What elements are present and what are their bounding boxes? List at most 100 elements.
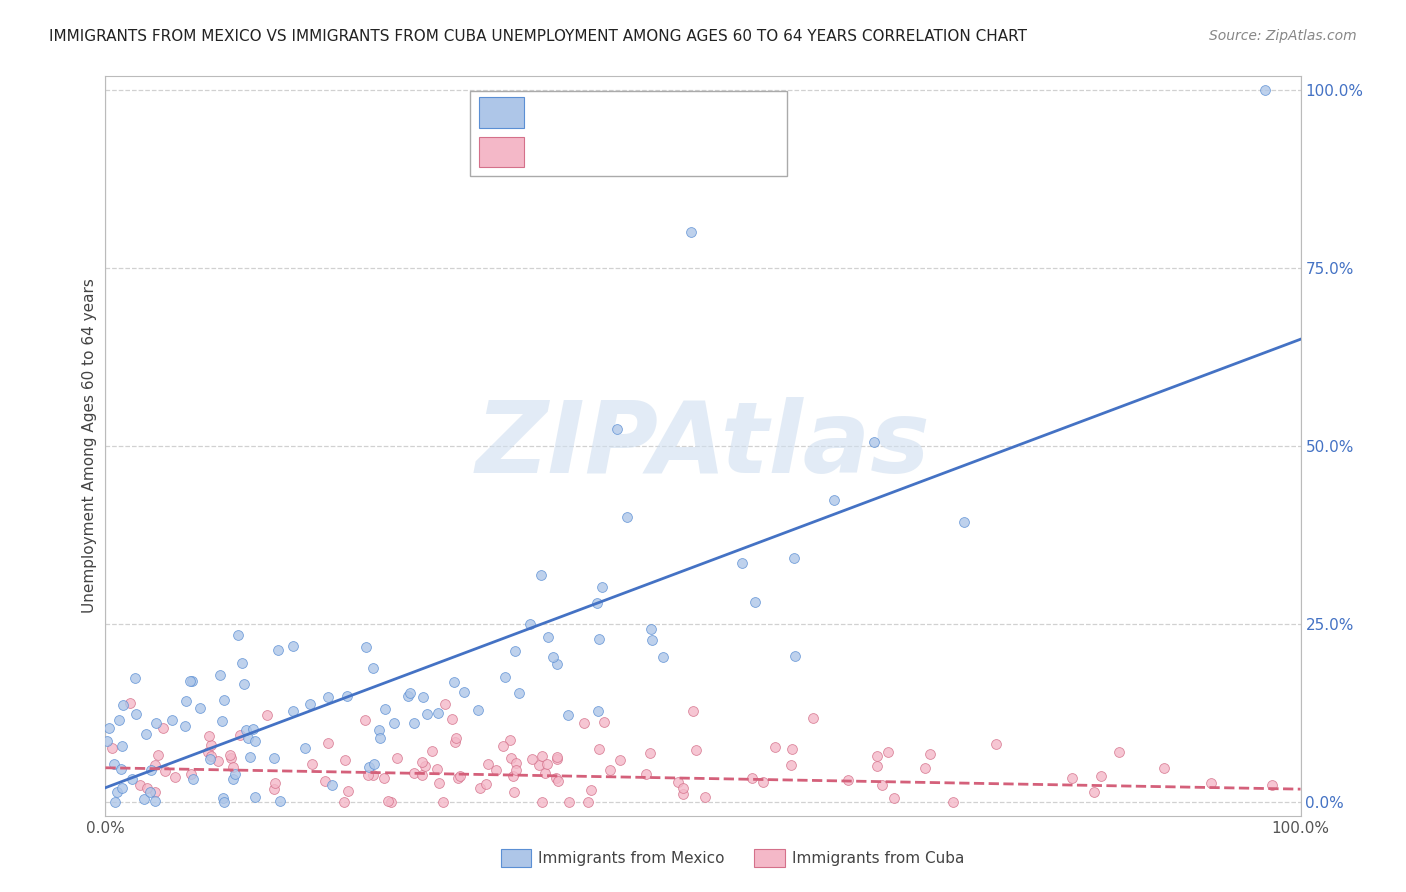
Point — [586, 704, 609, 718]
Point — [231, 657, 253, 671]
Point — [640, 623, 662, 637]
Point — [402, 716, 425, 731]
Point — [239, 749, 262, 764]
Point — [502, 784, 524, 798]
Point — [152, 721, 174, 735]
Point — [354, 713, 377, 727]
Point — [427, 706, 450, 720]
Point — [242, 722, 264, 736]
Point — [446, 731, 468, 745]
Text: Source: ZipAtlas.com: Source: ZipAtlas.com — [1209, 29, 1357, 43]
Point — [243, 734, 266, 748]
Point — [741, 771, 763, 785]
Point — [413, 759, 436, 773]
Point — [174, 719, 197, 733]
Point — [180, 767, 202, 781]
Point — [103, 756, 125, 771]
Point — [477, 757, 499, 772]
Point — [155, 764, 177, 778]
Point — [942, 795, 965, 809]
Point — [416, 706, 439, 721]
Point — [411, 756, 433, 770]
Point — [301, 756, 323, 771]
Point — [333, 795, 356, 809]
Point — [499, 751, 522, 765]
Text: Immigrants from Cuba: Immigrants from Cuba — [792, 851, 965, 865]
Point — [145, 716, 167, 731]
Point — [368, 731, 391, 746]
Point — [188, 701, 211, 715]
Point — [432, 795, 454, 809]
Point — [531, 795, 554, 809]
Point — [672, 788, 695, 802]
Point — [1199, 776, 1222, 790]
Point — [229, 728, 252, 742]
Point — [953, 515, 976, 529]
Point — [111, 739, 134, 753]
Point — [283, 639, 305, 653]
Point — [101, 741, 124, 756]
Point — [107, 713, 129, 727]
Point — [870, 778, 893, 792]
Point — [200, 749, 222, 764]
Point — [450, 769, 472, 783]
Point — [681, 226, 703, 240]
Point — [823, 493, 845, 508]
Point — [209, 668, 232, 682]
Point — [96, 734, 118, 748]
Point — [505, 764, 527, 778]
Y-axis label: Unemployment Among Ages 60 to 64 years: Unemployment Among Ages 60 to 64 years — [82, 278, 97, 614]
Point — [359, 760, 381, 774]
Point — [382, 716, 405, 731]
Point — [783, 551, 806, 566]
Point — [546, 750, 568, 764]
Point — [396, 689, 419, 703]
Point — [520, 752, 543, 766]
Point — [986, 737, 1008, 751]
Point — [314, 774, 336, 789]
Point — [1060, 771, 1083, 785]
Point — [485, 763, 508, 777]
Point — [198, 729, 221, 743]
Point — [139, 785, 162, 799]
Point — [541, 650, 564, 665]
Point — [780, 758, 803, 772]
Point — [1254, 83, 1277, 97]
Point — [174, 694, 197, 708]
Point — [354, 640, 377, 654]
Point — [368, 723, 391, 738]
Point — [503, 644, 526, 658]
Point — [98, 722, 121, 736]
Point — [218, 747, 240, 762]
Point — [179, 674, 201, 689]
Point — [744, 595, 766, 609]
Point — [499, 732, 522, 747]
Point — [606, 422, 628, 436]
Point — [200, 739, 222, 753]
Point — [219, 750, 242, 764]
Point — [443, 675, 465, 690]
Point — [228, 628, 250, 642]
Point — [780, 742, 803, 756]
Point — [197, 745, 219, 759]
Point — [876, 745, 898, 759]
Point — [380, 795, 402, 809]
Point — [134, 792, 156, 806]
Point — [374, 702, 396, 716]
Point — [433, 698, 456, 712]
Point — [298, 697, 321, 711]
Point — [222, 760, 245, 774]
Point — [211, 714, 233, 728]
Point — [212, 790, 235, 805]
Point — [505, 756, 527, 771]
Point — [546, 657, 568, 671]
Point — [638, 746, 661, 760]
Point — [281, 705, 304, 719]
Point — [453, 685, 475, 699]
Point — [336, 689, 359, 703]
Point — [883, 791, 905, 805]
Point — [160, 713, 183, 727]
Point — [588, 632, 610, 647]
Point — [111, 698, 134, 712]
Point — [695, 790, 717, 805]
